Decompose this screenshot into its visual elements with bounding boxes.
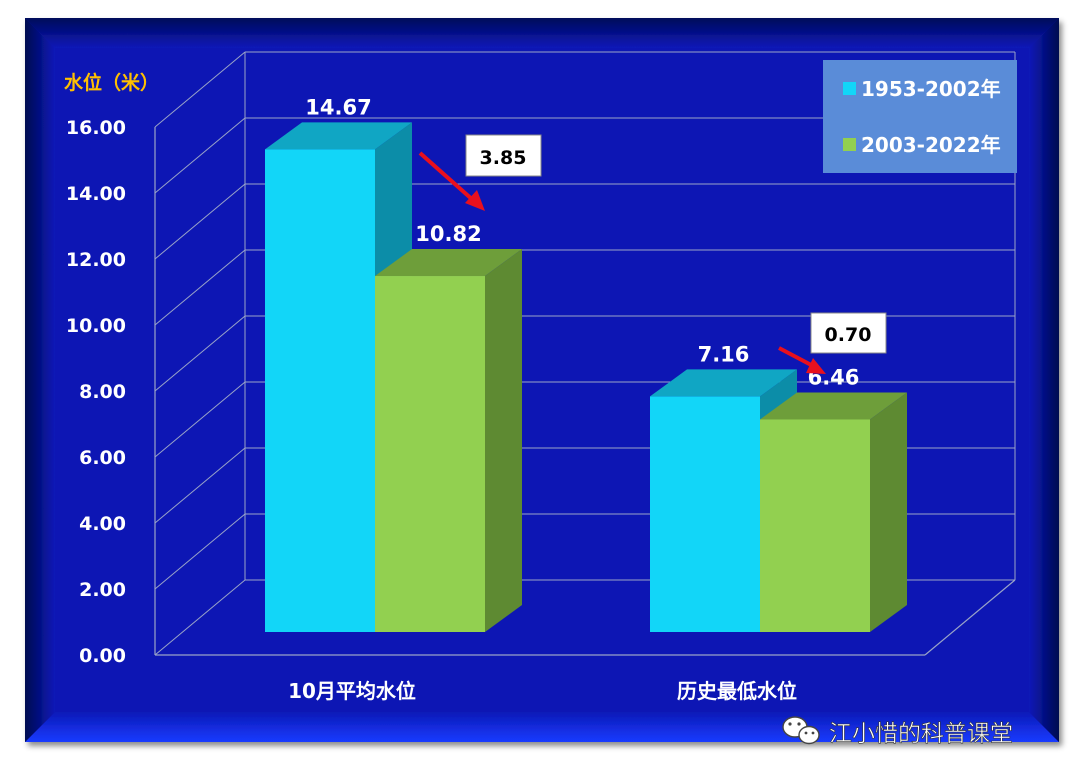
bars: [265, 122, 907, 633]
difference-label: 0.70: [825, 324, 872, 346]
y-tick-label: 2.00: [79, 579, 126, 601]
arrow-head-icon: [465, 190, 485, 211]
callout-box: [810, 312, 887, 354]
difference-callout-历史最低水位: 0.70: [778, 312, 887, 374]
side-wall-gridline: [154, 315, 246, 392]
bar-front: [265, 149, 375, 632]
legend: 1953-2002年 2003-2022年: [823, 60, 1017, 173]
legend-label-1953-2002: 1953-2002年: [861, 77, 1001, 101]
legend-swatch-1953-2002: [843, 82, 856, 95]
watermark: 江小惜的科普课堂: [782, 716, 1013, 747]
wechat-icon: [782, 716, 820, 745]
arrow-shaft: [418, 151, 476, 203]
side-wall-gridline: [154, 381, 246, 458]
data-label: 7.16: [698, 342, 750, 366]
floor-edge: [924, 579, 1016, 656]
side-wall-gridline: [154, 579, 246, 656]
data-label: 10.82: [415, 222, 481, 246]
y-tick-label: 8.00: [79, 381, 126, 403]
y-tick-label: 12.00: [66, 249, 126, 271]
side-wall-gridline: [154, 117, 246, 194]
bar-top: [265, 122, 412, 150]
y-axis-title: 水位（米）: [64, 71, 159, 94]
bar-top: [650, 369, 797, 397]
bar-10月平均水位-2003-2022年: [375, 249, 522, 632]
y-tick-label: 4.00: [79, 513, 126, 535]
bar-历史最低水位-2003-2022年: [760, 392, 907, 632]
side-wall-gridline: [154, 513, 246, 590]
data-label: 14.67: [305, 95, 371, 119]
bar-side: [485, 249, 522, 632]
x-tick-label: 10月平均水位: [288, 679, 416, 703]
y-tick-label: 0.00: [79, 645, 126, 667]
legend-swatch-2003-2022: [843, 138, 856, 151]
callout-box: [465, 134, 542, 177]
difference-callout-10月平均水位: 3.85: [418, 134, 542, 211]
y-tick-label: 6.00: [79, 447, 126, 469]
side-wall-gridline: [154, 249, 246, 326]
watermark-text: 江小惜的科普课堂: [829, 721, 1013, 747]
arrow-shaft: [778, 346, 816, 369]
bar-top: [760, 392, 907, 420]
y-tick-label: 16.00: [66, 117, 126, 139]
bar-front: [375, 276, 485, 632]
legend-label-2003-2022: 2003-2022年: [861, 133, 1001, 157]
bar-front: [760, 419, 870, 632]
bar-top: [375, 249, 522, 277]
y-tick-label: 10.00: [66, 315, 126, 337]
bar-front: [650, 396, 760, 632]
side-wall-gridline: [154, 51, 246, 128]
arrow-head-icon: [806, 358, 826, 374]
legend-background: [823, 60, 1017, 173]
side-wall-gridline: [154, 447, 246, 524]
difference-label: 3.85: [480, 147, 527, 169]
axes: 0.00 2.00 4.00 6.00 8.00 10.00 12.00 14.00 16.00…: [66, 117, 797, 703]
y-tick-label: 14.00: [66, 183, 126, 205]
x-tick-label: 历史最低水位: [677, 679, 797, 703]
side-wall-gridline: [154, 183, 246, 260]
bar-side: [870, 392, 907, 632]
